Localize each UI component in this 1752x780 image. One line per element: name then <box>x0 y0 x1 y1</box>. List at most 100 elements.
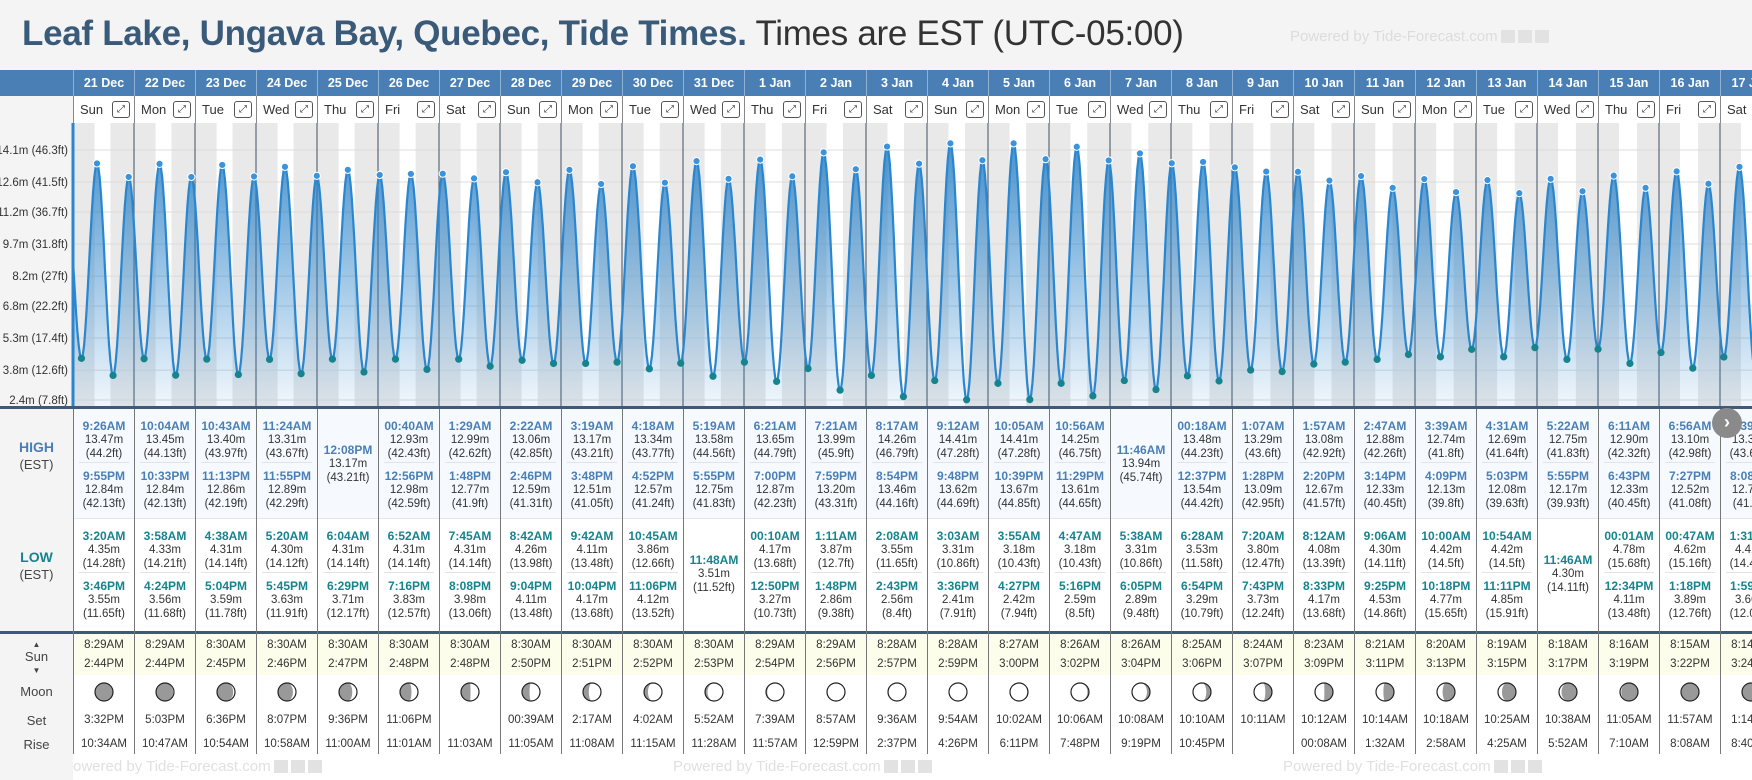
date-header: 3 Jan <box>866 70 927 96</box>
next-page-button[interactable]: › <box>1712 408 1742 438</box>
expand-day-button[interactable]: ⤢ <box>905 101 923 118</box>
low-tide-entry: 6:29PM 3.71m (12.17ft) <box>318 579 378 621</box>
low-tide-height-m: 4.17m <box>759 544 791 556</box>
high-tide-time: 11:13PM <box>201 469 251 483</box>
high-tide-height-ft: (42.29ft) <box>265 498 309 510</box>
low-tide-height-m: 3.89m <box>1674 594 1706 606</box>
day-column: 10:05AM 14.41m (47.28ft) 10:39PM 13.67m … <box>988 409 1049 754</box>
day-column: 5:22AM 12.75m (41.83ft) 5:55PM 12.17m (3… <box>1537 409 1598 754</box>
low-tide-point <box>1404 350 1413 359</box>
expand-day-button[interactable]: ⤢ <box>478 101 496 118</box>
high-tide-time: 6:43PM <box>1607 469 1651 483</box>
expand-day-button[interactable]: ⤢ <box>1271 101 1289 118</box>
low-tide-entry: 6:52AM 4.31m (14.14ft) <box>379 529 439 571</box>
high-tide-time: 1:29AM <box>448 419 492 433</box>
expand-day-button[interactable]: ⤢ <box>295 101 313 118</box>
expand-day-button[interactable]: ⤢ <box>783 101 801 118</box>
expand-day-button[interactable]: ⤢ <box>1576 101 1594 118</box>
sunrise-time: 8:30AM <box>389 639 429 651</box>
low-tide-height-m: 4.77m <box>1430 594 1462 606</box>
expand-day-button[interactable]: ⤢ <box>173 101 191 118</box>
expand-day-button[interactable]: ⤢ <box>1332 101 1350 118</box>
low-tide-point <box>1057 379 1065 387</box>
expand-day-button[interactable]: ⤢ <box>1393 101 1411 118</box>
expand-day-button[interactable]: ⤢ <box>661 101 679 118</box>
high-tide-height-m: 13.40m <box>206 434 246 446</box>
low-tide-point <box>1278 367 1286 376</box>
expand-day-button[interactable]: ⤢ <box>112 101 130 118</box>
low-tide-height-m: 3.55m <box>88 594 120 606</box>
high-tide-height-m: 12.88m <box>1365 434 1405 446</box>
high-tide-time: 8:54PM <box>875 469 919 483</box>
moon-phase-cell <box>806 675 866 708</box>
high-tides-cell: 6:21AM 13.65m (44.79ft) 7:00PM 12.87m (4… <box>745 409 805 519</box>
expand-day-button[interactable]: ⤢ <box>1515 101 1533 118</box>
expand-day-button[interactable]: ⤢ <box>600 101 618 118</box>
low-tides-cell: 10:54AM 4.42m (14.5ft) 11:11PM 4.85m (15… <box>1477 519 1537 628</box>
sunrise-time: 8:28AM <box>877 639 917 651</box>
moonrise-time: 10:45PM <box>1172 732 1232 754</box>
low-tide-entry: 3:55AM 3.18m (10.43ft) <box>989 529 1049 571</box>
low-tide-time: 6:28AM <box>1180 529 1224 543</box>
expand-day-button[interactable]: ⤢ <box>722 101 740 118</box>
high-tide-entry: 5:55PM 12.17m (39.93ft) <box>1538 469 1598 511</box>
expand-day-button[interactable]: ⤢ <box>1698 101 1716 118</box>
high-tide-entry: 10:33PM 12.84m (42.13ft) <box>135 469 195 511</box>
high-tide-height-ft: (42.62ft) <box>448 448 492 460</box>
low-tides-cell: 11:48AM 3.51m (11.52ft) <box>684 519 744 628</box>
high-tide-time: 6:11AM <box>1607 419 1651 433</box>
expand-day-button[interactable]: ⤢ <box>1454 101 1472 118</box>
high-tide-time: 12:56PM <box>384 469 434 483</box>
low-tide-time: 1:31AM <box>1729 529 1752 543</box>
weekday-row: Sun ⤢ Mon ⤢ Tue ⤢ Wed ⤢ Thu ⤢ Fri ⤢ Sat ⤢ Sun ⤢ Mon ⤢ Tue ⤢… <box>73 96 1752 123</box>
moon-phase-icon <box>887 682 907 702</box>
low-tide-entry: 1:11AM 3.87m (12.7ft) <box>806 529 866 571</box>
high-tides-cell: 10:43AM 13.40m (43.97ft) 11:13PM 12.86m … <box>196 409 256 519</box>
moonset-time <box>440 708 500 732</box>
expand-day-button[interactable]: ⤢ <box>966 101 984 118</box>
y-axis-label: 5.3m (17.4ft) <box>3 333 68 345</box>
expand-day-button[interactable]: ⤢ <box>539 101 557 118</box>
low-tide-height-m: 4.17m <box>576 594 608 606</box>
low-tide-time: 9:25PM <box>1363 579 1407 593</box>
sunrise-arrow-icon: ▲ <box>32 640 41 649</box>
expand-day-button[interactable]: ⤢ <box>1149 101 1167 118</box>
date-header: 13 Jan <box>1476 70 1537 96</box>
expand-day-button[interactable]: ⤢ <box>417 101 435 118</box>
sunrise-time: 8:30AM <box>450 639 490 651</box>
low-tide-entry: 6:28AM 3.53m (11.58ft) <box>1172 529 1232 571</box>
sunset-time: 3:24PM <box>1731 658 1752 670</box>
moon-phase-cell <box>1538 675 1598 708</box>
moon-phase-cell <box>1233 675 1293 708</box>
expand-day-button[interactable]: ⤢ <box>356 101 374 118</box>
expand-day-button[interactable]: ⤢ <box>1210 101 1228 118</box>
high-tide-point <box>1167 159 1176 168</box>
low-tide-time: 00:47AM <box>1665 529 1715 543</box>
low-tides-cell: 6:04AM 4.31m (14.14ft) 6:29PM 3.71m (12.… <box>318 519 378 628</box>
high-tide-entry: 1:57AM 13.08m (42.92ft) <box>1294 419 1354 461</box>
moonrise-time: 11:03AM <box>440 732 500 754</box>
high-tide-height-m: 12.86m <box>206 484 246 496</box>
high-tide-height-ft: (44.42ft) <box>1180 498 1224 510</box>
expand-day-button[interactable]: ⤢ <box>1637 101 1655 118</box>
sun-times-cell: 8:16AM 3:19PM <box>1599 631 1659 675</box>
high-tide-height-ft: (42.26ft) <box>1363 448 1407 460</box>
weekday-cell: Sun ⤢ <box>73 96 134 123</box>
expand-day-button[interactable]: ⤢ <box>1088 101 1106 118</box>
low-tide-height-m: 4.12m <box>637 594 669 606</box>
high-tide-point <box>533 178 542 187</box>
expand-day-button[interactable]: ⤢ <box>234 101 252 118</box>
high-tide-entry: 9:26AM 13.47m (44.2ft) <box>74 419 134 461</box>
high-tide-height-m: 12.33m <box>1609 484 1649 496</box>
sunrise-time: 8:29AM <box>816 639 856 651</box>
expand-day-button[interactable]: ⤢ <box>1027 101 1045 118</box>
low-tide-height-ft: (14.12ft) <box>265 558 309 570</box>
moon-phase-cell <box>684 675 744 708</box>
low-tide-height-ft: (11.65ft) <box>876 558 918 570</box>
expand-day-button[interactable]: ⤢ <box>844 101 862 118</box>
high-tide-height-m: 12.77m <box>450 484 490 496</box>
low-tide-entry: 4:24PM 3.56m (11.68ft) <box>135 579 195 621</box>
high-tide-time: 12:37PM <box>1177 469 1227 483</box>
sunrise-time: 8:28AM <box>938 639 978 651</box>
sunrise-time: 8:16AM <box>1609 639 1649 651</box>
